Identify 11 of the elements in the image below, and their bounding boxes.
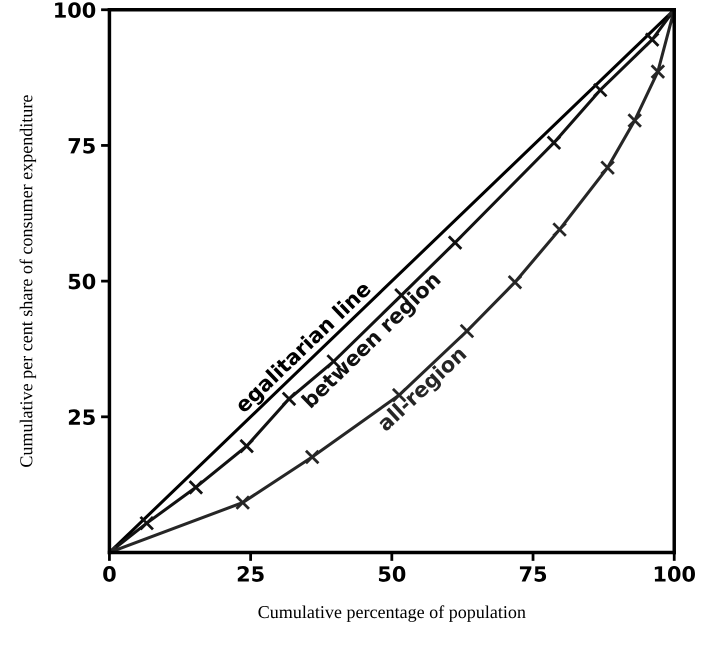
x-tick-label: 100 [654,566,695,582]
x-axis-title: Cumulative percentage of population [258,605,526,622]
x-tick-label: 0 [103,566,116,582]
x-tick-label: 25 [238,566,264,582]
y-tick-label: 50 [68,274,96,290]
y-tick-label: 25 [68,409,95,426]
x-tick-label: 75 [520,566,546,582]
y-tick-label: 75 [68,138,95,154]
y-tick-label: 100 [55,2,96,18]
x-tick-label: 50 [378,566,406,582]
y-axis-title: Cumulative per cent share of consumer expenditure [20,95,36,467]
